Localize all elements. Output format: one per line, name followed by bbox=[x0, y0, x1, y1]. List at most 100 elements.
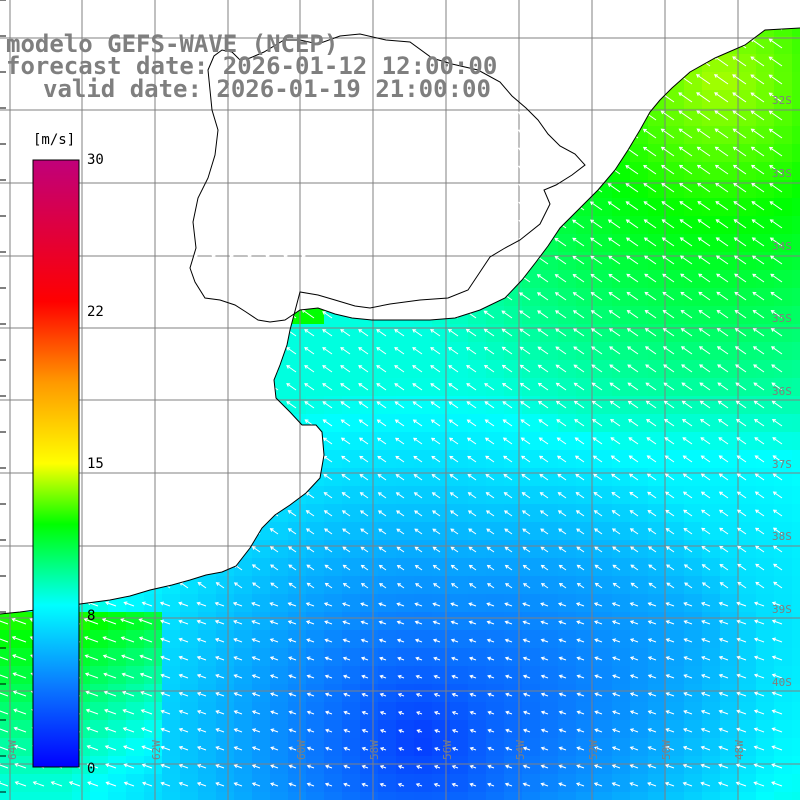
wind-arrow-shaft bbox=[648, 582, 657, 589]
wind-arrow-head bbox=[340, 149, 345, 153]
wind-arrow-shaft bbox=[377, 456, 387, 463]
wind-arrow-head bbox=[433, 692, 438, 697]
wind-arrow-head bbox=[594, 638, 599, 643]
wind-arrow-head bbox=[701, 673, 706, 678]
wind-arrow-shaft bbox=[252, 746, 261, 751]
wind-arrow-shaft bbox=[683, 509, 693, 517]
wind-arrow-head bbox=[591, 382, 596, 387]
wind-arrow-head bbox=[645, 400, 650, 405]
wind-arrow-shaft bbox=[342, 492, 351, 499]
wind-arrow-shaft bbox=[179, 620, 189, 625]
wind-arrow-head bbox=[11, 636, 16, 640]
wind-arrow-shaft bbox=[717, 382, 729, 391]
wind-arrow-shaft bbox=[484, 347, 495, 355]
wind-arrow-head bbox=[736, 637, 741, 642]
wind-arrow-shaft bbox=[250, 131, 261, 139]
wind-arrow-head bbox=[755, 545, 760, 550]
wind-arrow-shaft bbox=[358, 347, 369, 355]
wind-arrow-head bbox=[361, 782, 366, 787]
wind-arrow-head bbox=[268, 239, 273, 243]
wind-arrow-head bbox=[718, 437, 723, 441]
wind-arrow-head bbox=[504, 638, 509, 643]
wind-arrow-head bbox=[343, 728, 348, 733]
coastline-path bbox=[0, 27, 800, 615]
wind-arrow-shaft bbox=[645, 310, 657, 319]
wind-arrow-shaft bbox=[626, 237, 639, 247]
wind-arrow-shaft bbox=[755, 582, 765, 589]
wind-arrow-head bbox=[84, 636, 89, 641]
wind-arrow-shaft bbox=[754, 602, 765, 607]
wind-arrow-head bbox=[627, 364, 632, 369]
wind-arrow-head bbox=[736, 601, 741, 606]
wind-arrow-head bbox=[572, 292, 577, 296]
wind-arrow-shaft bbox=[666, 710, 675, 715]
wind-arrow-head bbox=[522, 546, 527, 551]
wind-arrow-head bbox=[736, 673, 741, 678]
wind-arrow-shaft bbox=[304, 131, 315, 139]
wind-arrow-shaft bbox=[232, 185, 243, 193]
wind-arrow-head bbox=[357, 166, 362, 171]
wind-arrow-head bbox=[196, 655, 201, 660]
wind-arrow-head bbox=[536, 292, 541, 296]
wind-arrow-head bbox=[735, 364, 740, 369]
wind-arrow-head bbox=[378, 620, 383, 625]
wind-arrow-head bbox=[232, 149, 237, 153]
wind-arrow-shaft bbox=[432, 510, 441, 517]
wind-arrow-shaft bbox=[771, 328, 783, 337]
wind-arrow-shaft bbox=[342, 510, 351, 517]
wind-arrow-shaft bbox=[684, 582, 693, 589]
wind-arrow-shaft bbox=[518, 183, 531, 193]
wind-arrow-head bbox=[504, 528, 509, 533]
wind-arrow-shaft bbox=[559, 747, 567, 751]
wind-arrow-shaft bbox=[301, 309, 315, 319]
wind-arrow-shaft bbox=[573, 346, 585, 355]
wind-arrow-head bbox=[250, 131, 255, 135]
wind-arrow-head bbox=[521, 473, 526, 478]
wind-arrow-shaft bbox=[505, 747, 513, 751]
wind-arrow-shaft bbox=[323, 474, 333, 481]
wind-arrow-shaft bbox=[662, 237, 675, 247]
wind-arrow-head bbox=[486, 620, 491, 625]
wind-arrow-shaft bbox=[612, 692, 621, 697]
wind-arrow-head bbox=[358, 221, 363, 225]
wind-arrow-head bbox=[522, 764, 527, 769]
wind-arrow-shaft bbox=[265, 309, 279, 319]
wind-arrow-shaft bbox=[665, 764, 675, 769]
wind-arrow-shaft bbox=[702, 582, 711, 589]
wind-arrow-head bbox=[324, 638, 329, 643]
wind-arrow-shaft bbox=[142, 745, 153, 751]
wind-arrow-head bbox=[322, 149, 327, 153]
wind-arrow-head bbox=[14, 781, 19, 785]
wind-arrow-head bbox=[700, 709, 705, 714]
wind-arrow-shaft bbox=[360, 492, 369, 499]
wind-arrow-head bbox=[160, 655, 165, 660]
wind-arrow-head bbox=[718, 673, 723, 678]
wind-arrow-shaft bbox=[648, 674, 657, 679]
wind-arrow-shaft bbox=[697, 183, 711, 193]
wind-arrow-head bbox=[553, 147, 558, 152]
wind-arrow-head bbox=[414, 602, 419, 607]
wind-arrow-shaft bbox=[522, 603, 531, 607]
wind-arrow-head bbox=[214, 185, 219, 189]
wind-arrow-head bbox=[102, 654, 107, 659]
wind-arrow-head bbox=[486, 564, 491, 569]
wind-arrow-shaft bbox=[340, 401, 351, 409]
wind-arrow-head bbox=[482, 220, 487, 224]
wind-arrow-head bbox=[717, 781, 723, 786]
wind-arrow-head bbox=[396, 510, 401, 515]
wind-arrow-shaft bbox=[773, 473, 783, 481]
wind-arrow-head bbox=[358, 419, 363, 424]
wind-arrow-head bbox=[540, 710, 545, 715]
wind-arrow-shaft bbox=[753, 310, 765, 319]
wind-arrow-shaft bbox=[179, 710, 189, 715]
wind-arrow-head bbox=[701, 564, 706, 568]
wind-arrow-shaft bbox=[340, 293, 351, 301]
wind-arrow-head bbox=[451, 764, 456, 769]
wind-arrow-head bbox=[105, 601, 110, 606]
wind-arrow-head bbox=[590, 255, 595, 260]
wind-arrow-shaft bbox=[250, 95, 261, 103]
wind-arrow-shaft bbox=[595, 693, 603, 697]
wind-arrow-head bbox=[591, 400, 596, 405]
wind-arrow-shaft bbox=[448, 365, 459, 373]
wind-arrow-shaft bbox=[666, 656, 675, 661]
